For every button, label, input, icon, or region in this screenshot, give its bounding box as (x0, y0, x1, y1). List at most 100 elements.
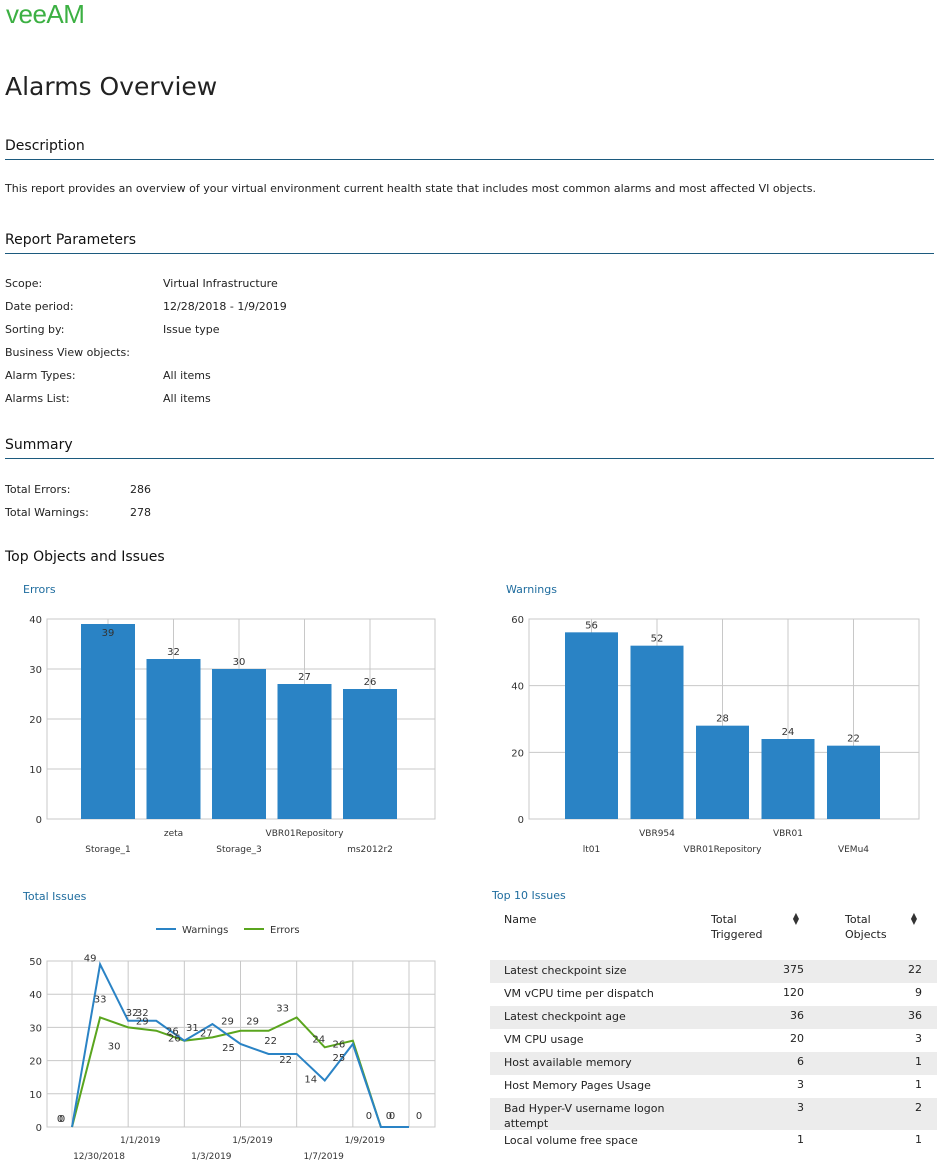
table-row[interactable]: Host available memory 6 1 (490, 1052, 937, 1075)
bar[interactable] (761, 739, 815, 819)
data-point-label: 26 (166, 1027, 179, 1038)
series-line-errors[interactable] (71, 1016, 409, 1128)
y-tick-label: 20 (511, 748, 524, 759)
bar-value-label: 30 (233, 657, 246, 668)
report-parameters-heading: Report Parameters (5, 232, 136, 248)
table-row[interactable]: VM vCPU time per dispatch 120 9 (490, 983, 937, 1006)
errors-chart-title: Errors (23, 583, 56, 596)
table-row[interactable]: Latest checkpoint age 36 36 (490, 1006, 937, 1029)
issue-name: Local volume free space (504, 1134, 638, 1147)
data-point-label: 0 (366, 1111, 372, 1122)
total-objects-value: 9 (915, 986, 922, 999)
table-row[interactable]: Local volume free space 1 1 (490, 1130, 937, 1153)
top10-title: Top 10 Issues (492, 889, 566, 902)
total-triggered-value: 120 (783, 986, 804, 999)
summary-value: 278 (130, 506, 151, 519)
y-tick-label: 0 (36, 815, 42, 826)
x-tick-label: VBR01Repository (266, 829, 345, 839)
y-tick-label: 0 (518, 815, 524, 826)
sort-icon[interactable]: ▲ ▼ (792, 911, 800, 926)
total-triggered-value: 3 (797, 1101, 804, 1114)
table-row[interactable]: VM CPU usage 20 3 (490, 1029, 937, 1052)
issue-name: Host Memory Pages Usage (504, 1079, 651, 1092)
bar-value-label: 56 (585, 620, 598, 631)
y-tick-label: 40 (511, 682, 524, 693)
parameter-value: Issue type (163, 323, 220, 336)
total-triggered-value: 1 (797, 1133, 804, 1146)
table-row[interactable]: Latest checkpoint size 375 22 (490, 960, 937, 983)
description-heading: Description (5, 138, 85, 154)
data-point-label: 25 (332, 1053, 345, 1064)
issue-name: VM CPU usage (504, 1033, 584, 1046)
parameter-value: All items (163, 369, 211, 382)
legend-label: Warnings (182, 925, 228, 936)
data-point-label: 22 (264, 1036, 277, 1047)
total-objects-value: 1 (915, 1133, 922, 1146)
section-divider (5, 253, 934, 254)
bar-value-label: 39 (102, 628, 115, 639)
x-tick-label: ms2012r2 (347, 845, 393, 855)
total-triggered-value: 3 (797, 1078, 804, 1091)
bar[interactable] (146, 659, 201, 819)
data-point-label: 32 (136, 1008, 149, 1019)
bar[interactable] (827, 745, 880, 819)
data-point-label: 0 (416, 1111, 422, 1122)
total-triggered-value: 375 (783, 963, 804, 976)
table-row[interactable]: Bad Hyper-V username logon attempt 3 2 (490, 1098, 937, 1130)
page-title: Alarms Overview (5, 72, 218, 101)
errors-bar-chart: 0 10 20 30 40 39 Storage_1 32 zeta 30 Storage_3 27 V… (29, 615, 436, 855)
bar[interactable] (81, 624, 135, 819)
veeam-logo: veeAM (6, 0, 85, 29)
bar[interactable] (343, 689, 397, 819)
x-tick-label: VEMu4 (838, 845, 869, 855)
total-objects-value: 3 (915, 1032, 922, 1045)
column-header-name[interactable]: Name (504, 913, 537, 926)
parameter-value: All items (163, 392, 211, 405)
summary-label: Total Warnings: (5, 506, 89, 519)
y-tick-label: 30 (29, 665, 42, 676)
total-objects-value: 1 (915, 1055, 922, 1068)
issue-name: Host available memory (504, 1056, 632, 1069)
y-tick-label: 30 (29, 1023, 42, 1034)
data-point-label: 0 (57, 1114, 63, 1125)
bar-value-label: 26 (364, 677, 377, 688)
bar[interactable] (212, 669, 266, 819)
bar-value-label: 24 (782, 727, 795, 738)
issue-name: Latest checkpoint size (504, 964, 627, 977)
parameter-label: Business View objects: (5, 346, 130, 359)
bar-value-label: 32 (167, 647, 180, 658)
x-tick-label: 1/3/2019 (191, 1152, 232, 1162)
bar[interactable] (277, 684, 332, 819)
column-header-total-objects[interactable]: Total Objects (845, 913, 887, 941)
y-tick-label: 20 (29, 715, 42, 726)
parameter-value: Virtual Infrastructure (163, 277, 278, 290)
parameter-label: Date period: (5, 300, 74, 313)
x-tick-label: Storage_3 (216, 845, 261, 855)
y-tick-label: 60 (511, 615, 524, 626)
series-line-warnings[interactable] (71, 961, 409, 1128)
issue-name: Bad Hyper-V username logon attempt (504, 1102, 665, 1130)
x-tick-label: VBR01Repository (684, 845, 763, 855)
total-triggered-value: 20 (790, 1032, 804, 1045)
data-point-label: 22 (279, 1055, 292, 1066)
table-row[interactable]: Host Memory Pages Usage 3 1 (490, 1075, 937, 1098)
description-text: This report provides an overview of your… (5, 182, 816, 195)
total-objects-value: 2 (915, 1101, 922, 1114)
bar[interactable] (696, 725, 749, 819)
sort-icon[interactable]: ▲ ▼ (910, 911, 918, 926)
data-point-label: 29 (136, 1017, 149, 1028)
parameter-label: Alarms List: (5, 392, 70, 405)
total-objects-value: 1 (915, 1078, 922, 1091)
data-point-label: 25 (222, 1043, 235, 1054)
x-tick-label: VBR01 (773, 829, 803, 839)
summary-label: Total Errors: (5, 483, 71, 496)
total-triggered-value: 36 (790, 1009, 804, 1022)
bar[interactable] (630, 645, 684, 819)
data-point-label: 32 (126, 1008, 139, 1019)
total-objects-value: 22 (908, 963, 922, 976)
bar[interactable] (565, 632, 618, 819)
data-point-label: 33 (94, 994, 107, 1005)
x-tick-label: Storage_1 (85, 845, 130, 855)
column-header-total-triggered[interactable]: Total Triggered (711, 913, 763, 941)
data-point-label: 49 (84, 953, 97, 964)
